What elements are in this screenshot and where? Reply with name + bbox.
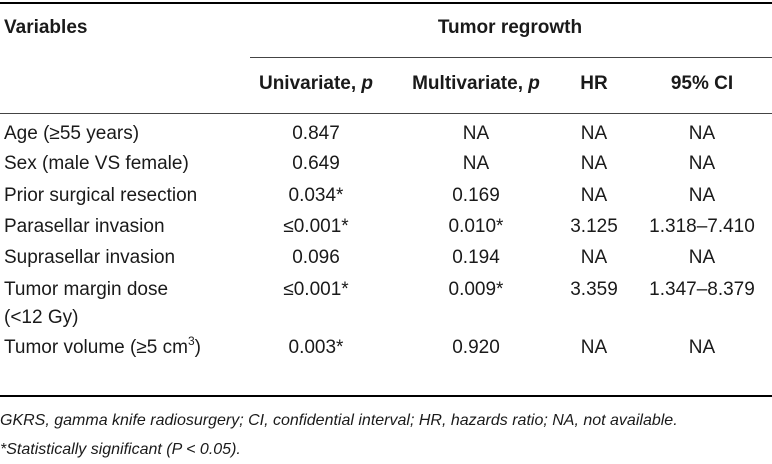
table-cell: NA — [688, 247, 716, 268]
footnote-significance: *Statistically significant (P < 0.05). — [0, 441, 241, 458]
table-cell: NA — [580, 153, 608, 174]
table-cell: 0.169 — [452, 185, 500, 206]
table-cell: NA — [688, 185, 716, 206]
table-cell: 0.034* — [288, 185, 344, 206]
table-cell: NA — [462, 123, 490, 144]
header-multivariate: Multivariate, p — [412, 73, 540, 94]
table-cell: NA — [580, 247, 608, 268]
table-cell: NA — [688, 337, 716, 358]
row-label-continued: (<12 Gy) — [4, 307, 79, 328]
table-bottom-rule — [0, 395, 772, 397]
table-cell: 0.194 — [452, 247, 500, 268]
table-cell: NA — [580, 185, 608, 206]
table-cell: 3.359 — [570, 279, 618, 300]
header-univariate: Univariate, p — [258, 73, 374, 94]
table-top-rule — [0, 2, 772, 4]
table-cell: 1.347–8.379 — [649, 279, 755, 300]
table-cell: ≤0.001* — [283, 279, 349, 300]
header-hr: HR — [580, 73, 608, 94]
table-cell: 0.009* — [448, 279, 504, 300]
header-95ci: 95% CI — [670, 73, 734, 94]
footnote-abbreviations: GKRS, gamma knife radiosurgery; CI, conf… — [0, 412, 678, 429]
table-cell: 3.125 — [570, 216, 618, 237]
group-underline — [250, 57, 772, 58]
table-cell: 1.318–7.410 — [649, 216, 755, 237]
table-cell: NA — [688, 123, 716, 144]
table-cell: NA — [688, 153, 716, 174]
row-label: Age (≥55 years) — [4, 123, 140, 144]
row-label: Prior surgical resection — [4, 185, 198, 206]
header-variables: Variables — [4, 17, 88, 38]
table-cell: 0.649 — [292, 153, 340, 174]
row-label: Parasellar invasion — [4, 216, 165, 237]
table-cell: NA — [580, 123, 608, 144]
table-cell: 0.847 — [292, 123, 340, 144]
table-cell: NA — [462, 153, 490, 174]
row-label: Suprasellar invasion — [4, 247, 176, 268]
row-label: Sex (male VS female) — [4, 153, 189, 174]
row-label: Tumor margin dose — [4, 279, 169, 300]
header-tumor-regrowth: Tumor regrowth — [437, 17, 583, 38]
header-bottom-rule — [0, 113, 772, 114]
table-cell: 0.010* — [448, 216, 504, 237]
row-label: Tumor volume (≥5 cm3) — [4, 334, 201, 358]
table-cell: 0.096 — [292, 247, 340, 268]
table-cell: 0.920 — [452, 337, 500, 358]
table-cell: NA — [580, 337, 608, 358]
table-cell: 0.003* — [288, 337, 344, 358]
table-cell: ≤0.001* — [283, 216, 349, 237]
